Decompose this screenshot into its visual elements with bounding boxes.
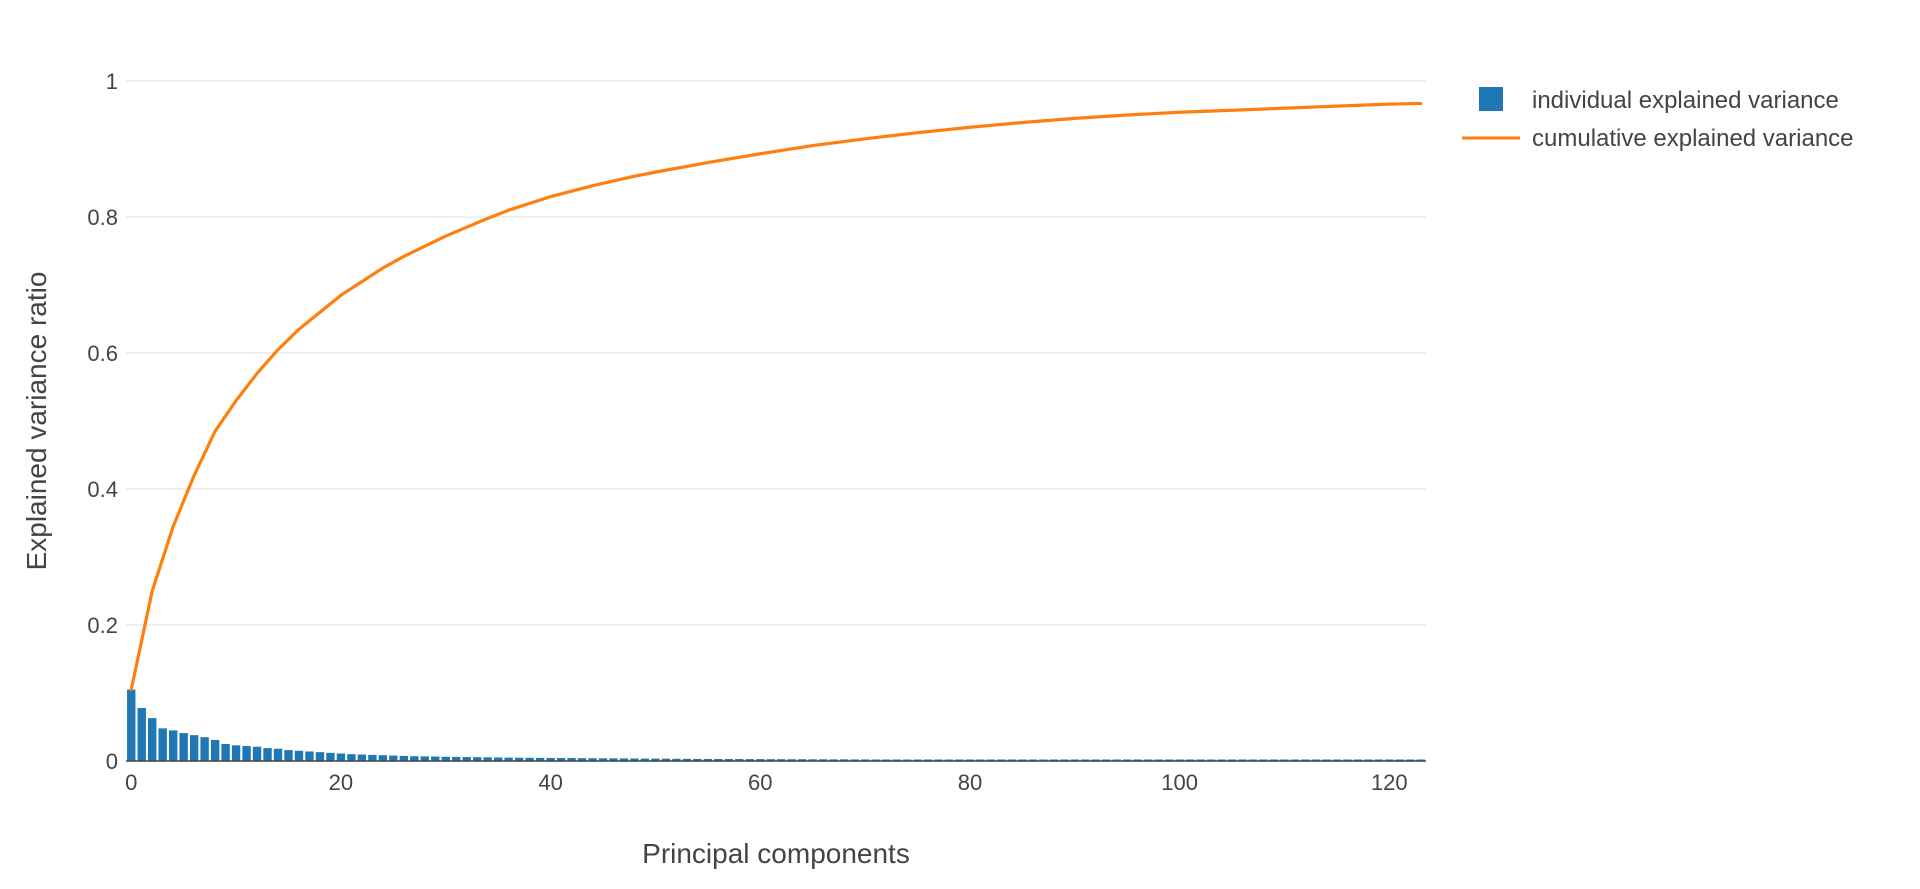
x-tick-label: 120 bbox=[1371, 770, 1408, 795]
bar[interactable] bbox=[148, 718, 157, 761]
x-axis-title: Principal components bbox=[642, 838, 910, 869]
cumulative-line[interactable] bbox=[129, 101, 1423, 692]
bar[interactable] bbox=[735, 759, 744, 761]
bar[interactable] bbox=[263, 748, 272, 761]
bar[interactable] bbox=[420, 756, 429, 761]
bar[interactable] bbox=[651, 758, 660, 761]
bar[interactable] bbox=[640, 758, 650, 761]
x-tick-label: 20 bbox=[329, 770, 353, 795]
legend[interactable]: individual explained variance cumulative… bbox=[1462, 87, 1854, 152]
bar[interactable] bbox=[777, 759, 786, 761]
legend-item-cumulative[interactable]: cumulative explained variance bbox=[1462, 125, 1854, 152]
bar[interactable] bbox=[410, 756, 419, 761]
bar[interactable] bbox=[294, 750, 304, 761]
y-tick-label: 0.2 bbox=[87, 613, 118, 638]
x-tick-label: 80 bbox=[958, 770, 982, 795]
bar[interactable] bbox=[210, 739, 220, 761]
bar[interactable] bbox=[829, 759, 838, 761]
bar[interactable] bbox=[158, 728, 167, 761]
bar[interactable] bbox=[535, 757, 545, 761]
bar[interactable] bbox=[189, 735, 199, 761]
bar[interactable] bbox=[127, 689, 136, 761]
line-series-cumulative bbox=[129, 101, 1423, 692]
x-tick-label: 100 bbox=[1161, 770, 1198, 795]
bar[interactable] bbox=[546, 757, 555, 761]
y-tick-label: 0.8 bbox=[87, 205, 118, 230]
y-tick-label: 0 bbox=[106, 749, 118, 774]
bar[interactable] bbox=[745, 759, 754, 761]
legend-item-individual[interactable]: individual explained variance bbox=[1479, 87, 1839, 114]
bar[interactable] bbox=[504, 757, 513, 761]
bar[interactable] bbox=[221, 744, 230, 761]
y-tick-label: 1 bbox=[106, 69, 118, 94]
bar[interactable] bbox=[389, 755, 398, 761]
bar[interactable] bbox=[514, 757, 524, 761]
bar[interactable] bbox=[483, 757, 492, 761]
bar[interactable] bbox=[473, 757, 482, 761]
bar[interactable] bbox=[808, 759, 817, 761]
bar[interactable] bbox=[714, 758, 723, 761]
legend-label-individual: individual explained variance bbox=[1532, 87, 1839, 114]
bar[interactable] bbox=[661, 758, 671, 761]
bar[interactable] bbox=[703, 758, 713, 761]
bar[interactable] bbox=[672, 758, 681, 761]
bar[interactable] bbox=[598, 758, 608, 761]
tick-labels: 0 20 40 60 80 100 120 0 0.2 0.4 0.6 0.8 1 bbox=[87, 69, 1407, 795]
bar[interactable] bbox=[766, 759, 775, 761]
bar[interactable] bbox=[756, 759, 765, 761]
bar[interactable] bbox=[441, 756, 450, 761]
bar[interactable] bbox=[630, 758, 639, 761]
bar[interactable] bbox=[378, 755, 388, 761]
bar[interactable] bbox=[567, 758, 576, 761]
bar[interactable] bbox=[493, 757, 503, 761]
x-tick-label: 60 bbox=[748, 770, 772, 795]
y-axis-title: Explained variance ratio bbox=[21, 272, 52, 571]
bar[interactable] bbox=[326, 752, 335, 761]
bar[interactable] bbox=[252, 746, 262, 761]
bar[interactable] bbox=[137, 707, 146, 761]
bar[interactable] bbox=[200, 737, 209, 761]
grid-lines bbox=[126, 80, 1426, 626]
bar[interactable] bbox=[168, 730, 178, 761]
bar[interactable] bbox=[305, 751, 314, 761]
bar[interactable] bbox=[347, 754, 356, 761]
legend-swatch-bar bbox=[1479, 87, 1503, 111]
bar[interactable] bbox=[284, 750, 293, 761]
y-tick-label: 0.4 bbox=[87, 477, 118, 502]
bar[interactable] bbox=[556, 758, 566, 761]
bar[interactable] bbox=[693, 758, 702, 761]
bar[interactable] bbox=[619, 758, 629, 761]
bar[interactable] bbox=[315, 752, 325, 761]
bar[interactable] bbox=[357, 754, 367, 761]
bar[interactable] bbox=[860, 759, 870, 761]
bar[interactable] bbox=[525, 757, 534, 761]
bar[interactable] bbox=[399, 755, 409, 761]
bar[interactable] bbox=[231, 745, 241, 761]
bar[interactable] bbox=[787, 759, 796, 761]
x-tick-label: 0 bbox=[125, 770, 137, 795]
bar[interactable] bbox=[818, 759, 828, 761]
bar[interactable] bbox=[452, 756, 461, 761]
bar[interactable] bbox=[798, 759, 807, 761]
bar[interactable] bbox=[462, 757, 471, 761]
bar[interactable] bbox=[242, 746, 251, 761]
bar[interactable] bbox=[682, 758, 692, 761]
x-tick-label: 40 bbox=[538, 770, 562, 795]
bar[interactable] bbox=[273, 748, 283, 761]
y-tick-label: 0.6 bbox=[87, 341, 118, 366]
bar[interactable] bbox=[336, 753, 346, 761]
bar[interactable] bbox=[609, 758, 618, 761]
bar[interactable] bbox=[850, 759, 859, 761]
bar[interactable] bbox=[368, 754, 377, 761]
bar[interactable] bbox=[839, 759, 849, 761]
legend-label-cumulative: cumulative explained variance bbox=[1532, 125, 1854, 152]
bar[interactable] bbox=[179, 733, 188, 761]
bar[interactable] bbox=[431, 756, 440, 761]
bar-series-individual bbox=[127, 689, 1425, 761]
bar[interactable] bbox=[577, 758, 587, 761]
bar[interactable] bbox=[724, 759, 734, 761]
bar[interactable] bbox=[588, 758, 597, 761]
